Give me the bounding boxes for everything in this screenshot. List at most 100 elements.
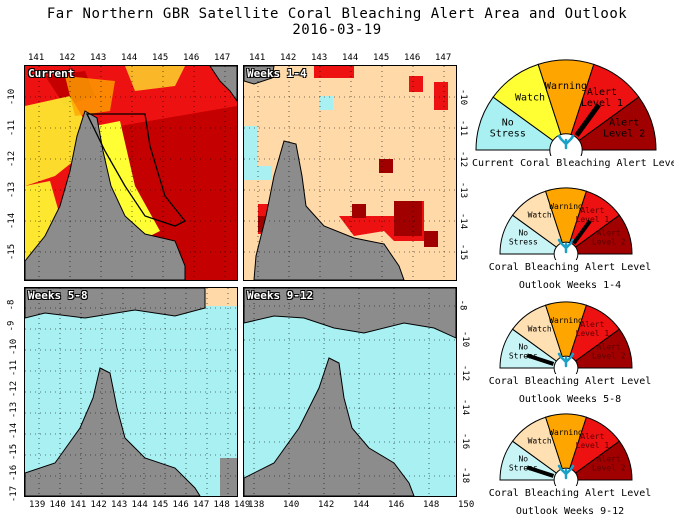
gauge-caption: Coral Bleaching Alert Level [488,488,652,499]
watch-area [95,121,160,241]
axis-tick-label: 143 [90,53,107,63]
axis-tick-label: 144 [131,500,148,510]
axis-tick-label: 146 [183,53,200,63]
axis-tick-label: -12 [460,364,471,382]
gauge-caption: Coral Bleaching Alert Level [488,376,652,387]
axis-tick-label: 146 [404,53,421,63]
gauge-sector-label: Warning [549,316,583,325]
gauge-sector-label: Level 1 [576,441,610,450]
graticule [244,288,456,496]
watch-area [25,96,85,186]
alert2-cell [394,201,422,236]
gauge-sector-label: Alert [609,118,639,129]
warning-area [65,76,115,116]
axis-tick-label: -11 [9,359,20,377]
axis-tick-label: 144 [121,53,138,63]
gauge-sector-label: Alert [580,432,604,441]
axis-tick-label: 149 [234,500,251,510]
axis-tick-label: 145 [373,53,390,63]
gauge-sector-label: Level 2 [592,238,626,247]
gauge-sector-label: Level 1 [581,98,623,109]
gauge-sector-label: Warning [549,428,583,437]
axis-tick-label: -10 [460,330,471,348]
panel-label: Weeks 5-8 [28,289,88,302]
axis-tick-label: -13 [9,401,20,419]
land-cape-york [253,140,405,280]
land-cape-york [25,110,186,280]
axis-tick-label: -11 [7,119,18,137]
axis-tick-label: 146 [172,500,189,510]
alert1-cell [409,76,423,92]
alert2-area [120,106,237,280]
axis-tick-label: 142 [280,53,297,63]
outlook-5-8-map [25,288,237,496]
watch-area [25,181,60,266]
axis-tick-label: 147 [435,53,452,63]
gauge-sector-label: Stress [509,464,538,473]
axis-tick-label: 147 [193,500,210,510]
gauge-sector-label: Level 1 [576,215,610,224]
land-new-guinea [25,288,206,319]
axis-tick-label: -11 [458,119,469,137]
gauge-needle [526,465,555,478]
alert-gauge: No Stress Watch Warning Alert Level 1 Alert Lev… [496,298,636,381]
gauge-caption: Current Coral Bleaching Alert Level [472,158,674,169]
map-panel-weeks-1-4: Weeks 1-4 [243,65,457,281]
figure-date: 2016-03-19 [292,22,382,38]
outlook-9-12-map [244,288,456,496]
gauge-needle [526,353,555,366]
outlook-watch-cell [205,288,237,306]
graticule [25,288,237,496]
coral-icon [557,238,575,254]
gauge-sector-label: No [518,343,528,352]
outlook-1-4-map [244,66,456,280]
axis-tick-label: -17 [9,485,20,503]
gauge-sector-label: Alert [597,343,621,352]
axis-tick-label: 148 [423,500,440,510]
axis-tick-label: 142 [59,53,76,63]
axis-tick-label: -15 [7,243,18,261]
axis-tick-label: -10 [458,88,469,106]
axis-tick-label: -15 [9,443,20,461]
panel-label: Current [28,67,75,80]
gauge-subcaption: Outlook Weeks 5-8 [518,394,622,405]
axis-tick-label: 139 [29,500,46,510]
axis-tick-label: 145 [152,53,169,63]
axis-tick-label: -13 [7,181,18,199]
gauge-sector-label: Warning [549,202,583,211]
axis-tick-label: 141 [28,53,45,63]
axis-tick-label: -18 [460,466,471,484]
gauge-subcaption: Outlook Weeks 1-4 [518,280,622,291]
axis-tick-label: -12 [458,150,469,168]
gauge-needle [572,219,592,245]
axis-tick-label: 142 [90,500,107,510]
current-alert-map [25,66,237,280]
gauge-sector-label: Stress [509,352,538,361]
axis-tick-label: -14 [9,422,20,440]
axis-tick-label: -12 [7,150,18,168]
gauge-needle [574,103,601,137]
coral-icon [557,352,575,368]
alert-gauge: No Stress Watch Warning Alert Level 1 Alert Lev… [496,410,636,493]
land-new-guinea [209,66,237,102]
gauge-sector-alert2 [564,96,657,151]
map-panel-current: Current [24,65,238,281]
alert1-cell [314,66,354,78]
no-stress-cell [244,126,258,166]
axis-tick-label: -12 [9,380,20,398]
alert2-cell [424,231,438,247]
gauge-subcaption: Outlook Weeks 9-12 [515,506,625,517]
axis-tick-label: 140 [283,500,300,510]
figure-title: Far Northern GBR Satellite Coral Bleachi… [46,6,628,22]
gauge-sector-label: Level 2 [592,464,626,473]
axis-tick-label: 144 [342,53,359,63]
gauge-sector-label: Watch [528,325,552,334]
gauge-sector-label: Alert [597,229,621,238]
graticule [25,66,237,280]
reef-zone-outline [85,113,187,227]
alert2-cell [352,204,366,218]
coral-icon [557,134,575,150]
gauge-caption: Coral Bleaching Alert Level [488,262,652,273]
